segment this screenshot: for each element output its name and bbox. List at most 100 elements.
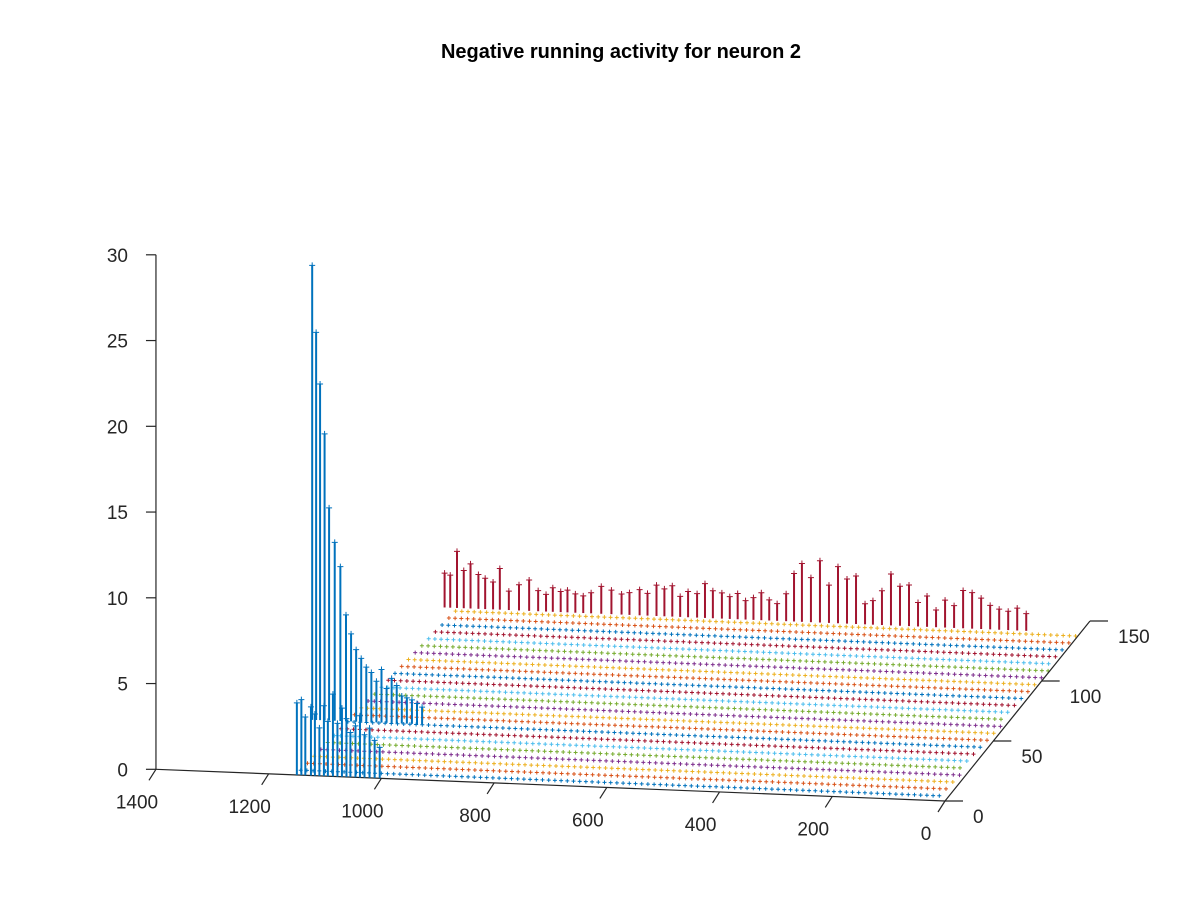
stem-marker — [419, 704, 426, 711]
stem-marker — [441, 570, 448, 577]
y-tick-label: 50 — [1021, 747, 1042, 768]
stem-marker — [302, 713, 309, 720]
stem-marker — [505, 588, 512, 595]
stem-marker — [353, 646, 360, 653]
stem-marker — [588, 589, 595, 596]
stem-marker — [791, 570, 798, 577]
stem-marker — [608, 587, 615, 594]
x-tick-label: 1200 — [229, 797, 271, 818]
stem-marker — [677, 593, 684, 600]
stem-marker — [490, 578, 497, 585]
stem-marker — [951, 602, 958, 609]
x-tick-label: 600 — [572, 810, 604, 831]
stem-marker — [969, 589, 976, 596]
x-tick-label: 200 — [797, 819, 829, 840]
stem-marker — [572, 590, 579, 597]
x-tick-mark — [599, 787, 608, 799]
z-tick-label: 5 — [117, 675, 128, 696]
baseline-marker-row — [453, 609, 1078, 638]
stem-marker — [701, 580, 708, 587]
stem-marker — [361, 731, 368, 738]
stem-marker — [580, 592, 587, 599]
baseline-marker-row — [413, 650, 1044, 680]
stem-marker — [1005, 608, 1012, 615]
stem-marker — [334, 720, 341, 727]
stem-marker — [987, 602, 994, 609]
stem-marker — [618, 590, 625, 597]
stem-marker — [316, 724, 323, 731]
stem-marker — [816, 557, 823, 564]
chart-title: Negative running activity for neuron 2 — [441, 41, 801, 63]
stem-marker — [942, 597, 949, 604]
stem-marker — [388, 675, 395, 682]
x-tick-label: 1400 — [116, 792, 158, 813]
stem-marker — [807, 574, 814, 581]
stem-marker — [798, 560, 805, 567]
stem-marker — [298, 696, 305, 703]
stem-marker — [887, 570, 894, 577]
baseline-marker-row — [352, 712, 989, 743]
stem-marker — [869, 597, 876, 604]
z-tick-label: 10 — [107, 589, 128, 610]
baseline-marker-row — [372, 692, 1003, 722]
stem-marker — [453, 548, 460, 555]
stem-marker — [475, 571, 482, 578]
stem-marker — [557, 588, 564, 595]
data-stems — [293, 262, 1030, 779]
stem-marker — [309, 262, 316, 269]
baseline-marker-row — [339, 726, 976, 757]
stem-marker — [358, 655, 365, 662]
baseline-marker-row — [419, 643, 1051, 673]
baseline-markers — [298, 609, 1078, 798]
stem-marker — [326, 504, 333, 511]
stem-marker — [482, 575, 489, 582]
stem-marker — [368, 669, 375, 676]
stem-marker — [924, 592, 931, 599]
z-tick-label: 30 — [107, 246, 128, 267]
x-tick-label: 0 — [921, 824, 932, 845]
baseline-marker-row — [426, 636, 1051, 666]
stem-marker — [337, 563, 344, 570]
stem-marker — [408, 696, 415, 703]
baseline-marker-row — [406, 657, 1037, 687]
stem-marker — [933, 607, 940, 614]
stem-marker — [393, 682, 400, 689]
stem-marker — [317, 381, 324, 388]
baseline-marker-row — [433, 629, 1058, 659]
stem-marker — [906, 581, 913, 588]
axes: 0 200 400 600 800 1000 1200 1400 0 50 100 150 0 5 10 15… — [107, 246, 1150, 845]
baseline-marker-row — [325, 740, 962, 770]
stem-marker — [834, 563, 841, 570]
baseline-marker-row — [440, 623, 1065, 652]
stem-marker — [363, 664, 370, 671]
z-tick-label: 25 — [107, 332, 128, 353]
baseline-marker-row — [399, 664, 1030, 694]
y-axis-line — [944, 620, 1091, 802]
stem-marker — [653, 582, 660, 589]
y-tick-label: 100 — [1070, 687, 1102, 708]
stem-marker — [414, 700, 421, 707]
stem-marker — [758, 589, 765, 596]
stem-marker — [862, 600, 869, 607]
stem-marker — [709, 587, 716, 594]
x-tick-mark — [712, 791, 721, 804]
stem-marker — [321, 430, 328, 437]
z-tick-label: 20 — [107, 417, 128, 438]
stem-marker — [564, 587, 571, 594]
baseline-marker-row — [298, 768, 942, 798]
stem-marker — [734, 590, 741, 597]
stem-marker — [347, 729, 354, 736]
baseline-marker-row — [446, 616, 1071, 645]
stem-marker — [726, 593, 733, 600]
x-tick-mark — [824, 796, 833, 808]
stem-marker — [896, 583, 903, 590]
stem-marker — [535, 587, 542, 594]
stem-marker — [750, 594, 757, 601]
x-tick-mark — [261, 773, 270, 786]
baseline-marker-row — [305, 761, 948, 791]
baseline-marker-row — [332, 733, 969, 763]
stem-marker — [636, 586, 643, 593]
x-tick-mark — [373, 778, 382, 790]
x-axis-line — [155, 768, 946, 802]
